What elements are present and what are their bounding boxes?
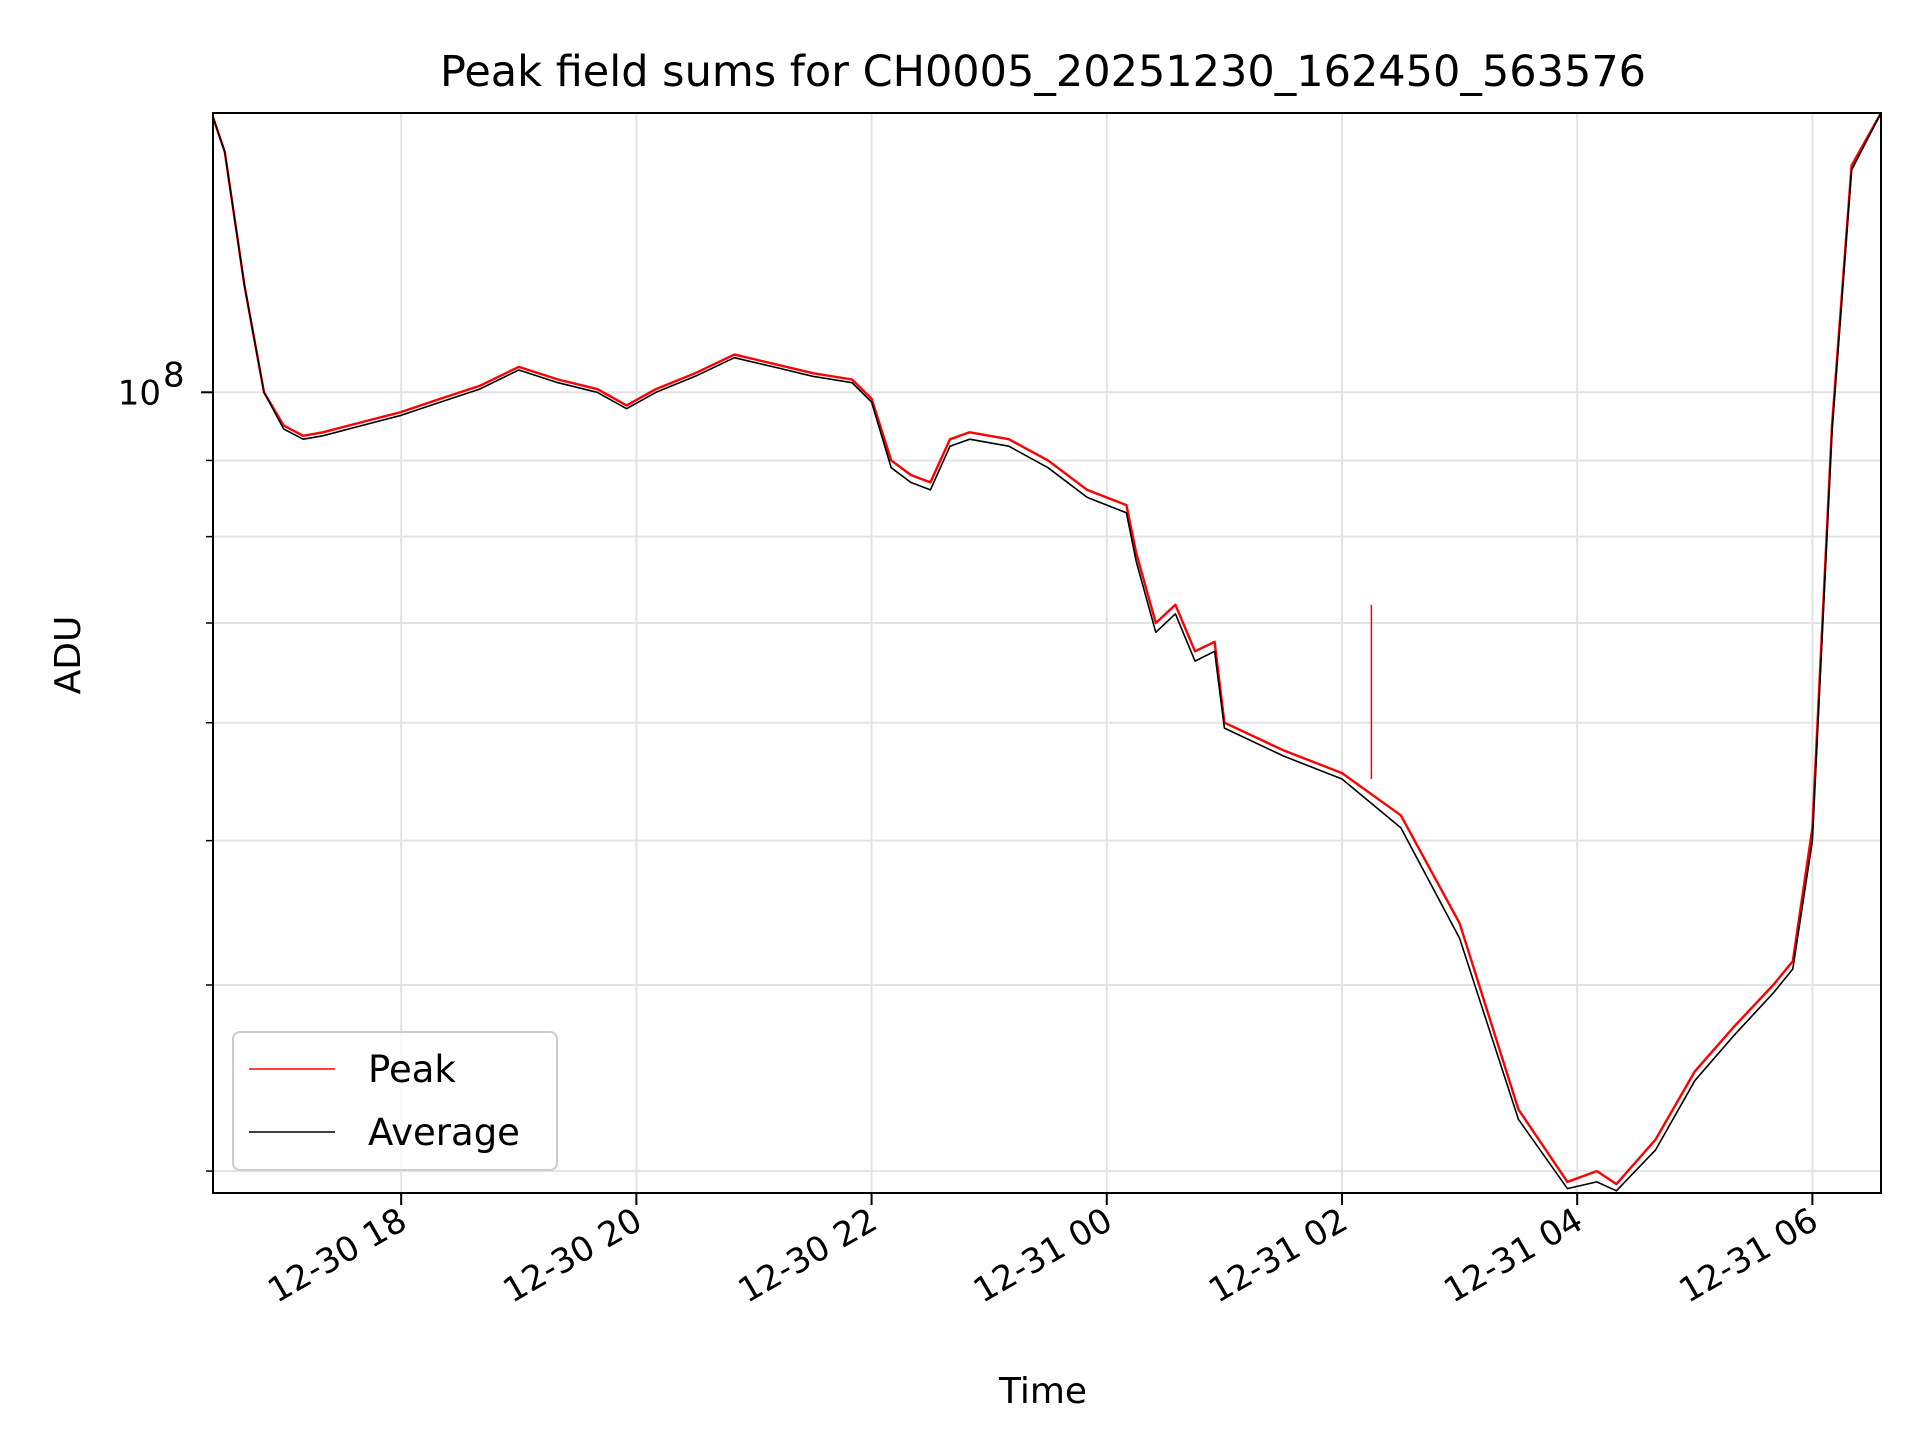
plot-series [211, 112, 1883, 1192]
series-line-average [212, 112, 1882, 1192]
series-line-peak [211, 112, 1883, 1186]
legend: Peak Average [232, 1031, 558, 1171]
y-tick-exponent: 8 [163, 355, 185, 395]
y-tick-label: 10 [118, 373, 161, 413]
legend-box [232, 1031, 558, 1171]
legend-label-average: Average [368, 1111, 520, 1154]
legend-label-peak: Peak [368, 1048, 456, 1091]
plot-frame [212, 112, 1882, 1194]
x-axis-label: Time [998, 1371, 1087, 1412]
y-axis-label: ADU [48, 616, 89, 695]
chart-title: Peak field sums for CH0005_20251230_1624… [440, 47, 1646, 97]
